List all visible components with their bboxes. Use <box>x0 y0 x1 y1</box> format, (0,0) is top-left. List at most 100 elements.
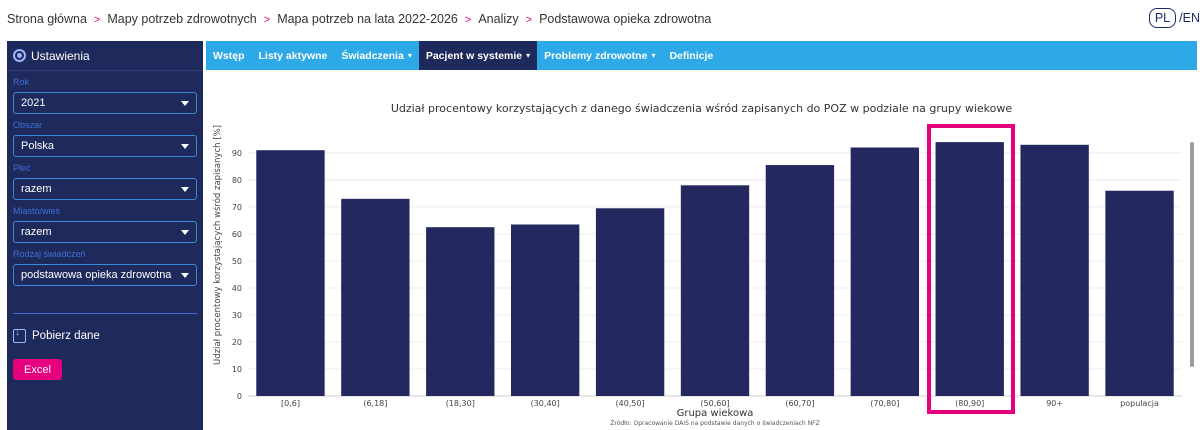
settings-sidebar: Ustawienia Rok 2021 Obszar Polska Płeć razem M… <box>7 41 203 430</box>
settings-title: Ustawienia <box>31 48 90 63</box>
lang-pl-button[interactable]: PL <box>1148 8 1177 28</box>
x-tick-label: (70,80] <box>870 399 899 408</box>
top-bar: Strona główna > Mapy potrzeb zdrowotnych > M… <box>0 0 1204 38</box>
breadcrumb-item[interactable]: Mapy potrzeb zdrowotnych <box>107 12 257 26</box>
field-label: Miasto/wieś <box>13 206 61 216</box>
bar <box>1020 144 1089 396</box>
x-tick-label: [0,6] <box>281 399 300 408</box>
y-tick-label: 0 <box>237 392 242 401</box>
settings-header: Ustawienia <box>7 41 203 71</box>
tab-label: Listy aktywne <box>258 49 328 62</box>
field-label: Rodzaj świadczeń <box>13 249 86 259</box>
select-value: 2021 <box>21 97 46 109</box>
field-select[interactable]: 2021 <box>13 92 197 114</box>
breadcrumb-separator: > <box>263 14 271 26</box>
field-select[interactable]: podstawowa opieka zdrowotna <box>13 264 197 286</box>
y-tick-label: 20 <box>232 338 242 347</box>
select-value: podstawowa opieka zdrowotna <box>21 269 172 281</box>
x-tick-label: (40,50] <box>616 399 645 408</box>
chart-source: Źródło: Opracowanie DAiS na podstawie da… <box>610 419 820 427</box>
bar <box>680 185 750 396</box>
y-tick-label: 60 <box>232 230 242 239</box>
y-tick-label: 80 <box>232 176 242 185</box>
sidebar-divider <box>13 313 197 314</box>
chevron-down-icon: ▾ <box>407 51 412 60</box>
chevron-down-icon <box>181 100 189 106</box>
x-tick-label: (6,18] <box>363 399 387 408</box>
y-tick-label: 40 <box>232 284 242 293</box>
x-axis-title: Grupa wiekowa <box>677 408 754 419</box>
select-value: razem <box>21 183 52 195</box>
field-label: Rok <box>13 77 30 87</box>
bar <box>511 224 580 396</box>
bar <box>426 227 495 396</box>
bar-chart: 0 10 20 30 40 50 60 70 80 90 [0,6] (6,18] (18,30] (30… <box>212 125 1182 427</box>
lang-en-button[interactable]: EN <box>1182 11 1200 25</box>
tab-item[interactable]: Wstęp <box>206 41 252 70</box>
x-tick-label: (18,30] <box>446 399 475 408</box>
breadcrumb-item: Podstawowa opieka zdrowotna <box>539 12 712 26</box>
tab-item[interactable]: Definicje <box>662 41 720 70</box>
x-tick-label: (30,40] <box>531 399 560 408</box>
chevron-down-icon <box>181 272 189 278</box>
chevron-down-icon <box>181 229 189 235</box>
chevron-down-icon <box>181 186 189 192</box>
main-content: Wstęp Listy aktywne Świadczenia ▾ Pacjent w … <box>206 41 1197 430</box>
field-label: Płeć <box>13 163 31 173</box>
bar <box>1105 190 1174 396</box>
tab-item[interactable]: Problemy zdrowotne ▾ <box>537 41 662 70</box>
y-tick-label: 50 <box>232 257 242 266</box>
bar <box>765 165 835 396</box>
tab-label: Problemy zdrowotne <box>544 49 648 62</box>
tab-label: Wstęp <box>213 49 245 62</box>
gear-icon <box>13 49 26 62</box>
language-switcher: PL / EN <box>1148 8 1200 28</box>
chevron-down-icon <box>181 143 189 149</box>
bar <box>341 198 410 396</box>
field-label: Obszar <box>13 120 43 130</box>
download-label: Pobierz dane <box>32 330 100 342</box>
tab-label: Świadczenia <box>341 49 404 62</box>
chart-title: Udział procentowy korzystających z daneg… <box>390 102 1013 115</box>
breadcrumb-item[interactable]: Mapa potrzeb na lata 2022-2026 <box>277 12 458 26</box>
tab-item[interactable]: Pacjent w systemie ▾ <box>418 41 538 70</box>
bar <box>850 147 919 396</box>
breadcrumb-separator: > <box>93 14 101 26</box>
tab-label: Definicje <box>669 49 714 62</box>
field-select[interactable]: razem <box>13 221 197 243</box>
x-tick-label: (60,70] <box>785 399 814 408</box>
lang-separator: / <box>1179 11 1183 25</box>
breadcrumb: Strona główna > Mapy potrzeb zdrowotnych > M… <box>7 12 711 26</box>
breadcrumb-separator: > <box>464 14 472 26</box>
y-tick-label: 10 <box>232 365 242 374</box>
tab-item[interactable]: Świadczenia ▾ <box>334 41 418 70</box>
download-icon <box>13 327 26 343</box>
y-tick-label: 90 <box>232 149 242 158</box>
breadcrumb-item[interactable]: Analizy <box>478 12 519 26</box>
breadcrumb-separator: > <box>525 14 533 26</box>
y-tick-label: 70 <box>232 203 242 212</box>
breadcrumb-item[interactable]: Strona główna <box>7 12 87 26</box>
x-tick-label: populacja <box>1120 399 1159 408</box>
tab-label: Pacjent w systemie <box>425 49 523 62</box>
excel-button[interactable]: Excel <box>13 359 62 380</box>
field-select[interactable]: razem <box>13 178 197 200</box>
select-value: Polska <box>21 140 55 152</box>
y-axis-title: Udział procentowy korzystających wśród z… <box>212 125 223 365</box>
bar <box>935 142 1004 396</box>
y-tick-label: 30 <box>232 311 242 320</box>
x-tick-label: (80,90] <box>955 399 984 408</box>
scrollbar[interactable] <box>1190 142 1194 367</box>
download-data-link[interactable]: Pobierz dane <box>13 327 203 343</box>
tab-item[interactable]: Listy aktywne <box>252 41 335 70</box>
bar <box>256 150 325 396</box>
chevron-down-icon: ▾ <box>526 51 531 60</box>
field-select[interactable]: Polska <box>13 135 197 157</box>
x-tick-label: 90+ <box>1046 399 1063 408</box>
bar <box>595 208 665 396</box>
x-tick-label: (50,60] <box>700 399 729 408</box>
chevron-down-icon: ▾ <box>651 51 656 60</box>
chart-area: Udział procentowy korzystających z daneg… <box>206 70 1197 430</box>
select-value: razem <box>21 226 52 238</box>
tab-bar: Wstęp Listy aktywne Świadczenia ▾ Pacjent w … <box>206 41 1197 70</box>
